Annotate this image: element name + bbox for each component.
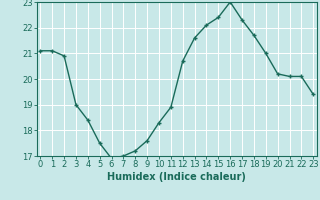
- X-axis label: Humidex (Indice chaleur): Humidex (Indice chaleur): [108, 172, 246, 182]
